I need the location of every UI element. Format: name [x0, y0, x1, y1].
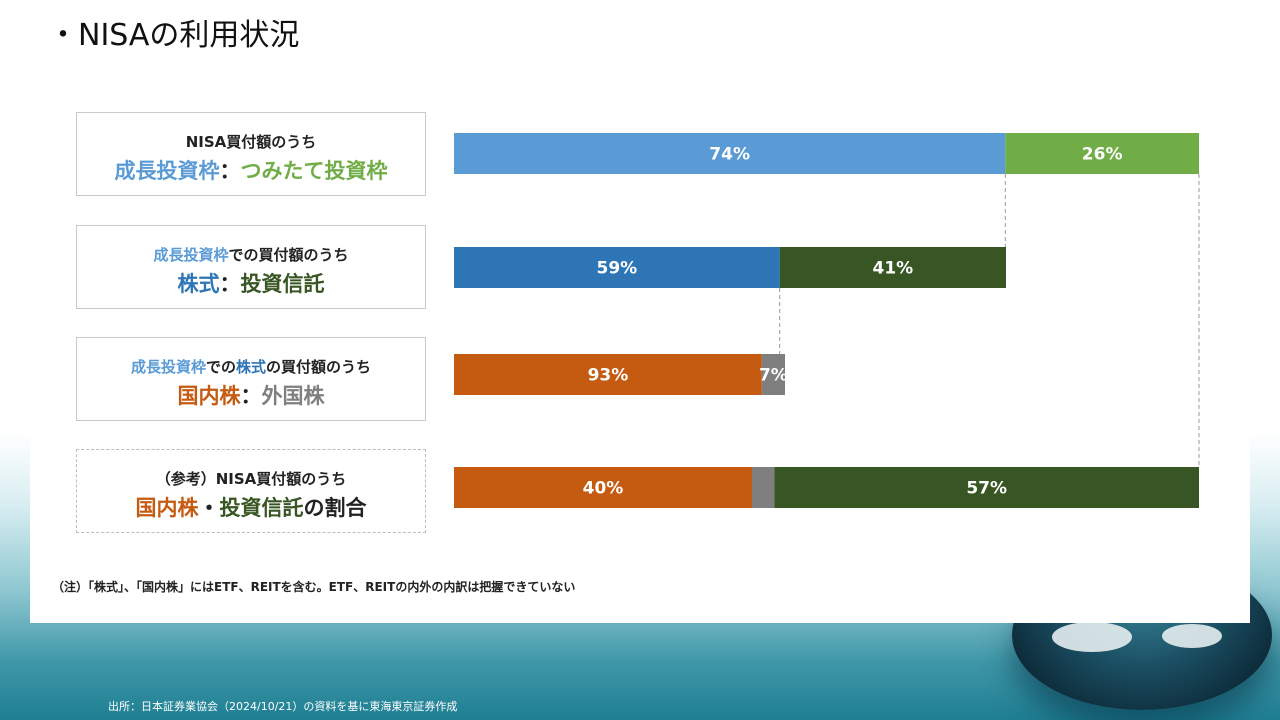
row-label-text: での買付額のうち — [228, 246, 349, 264]
row-label-text: 投資信託 — [240, 272, 325, 296]
row-label-text: 成長投資枠 — [114, 159, 220, 183]
row-label-text: ： — [240, 384, 262, 408]
bar-data-label: 7% — [759, 366, 788, 386]
row-label-line2: 国内株・投資信託の割合 — [77, 492, 425, 522]
bar-data-label: 26% — [1082, 145, 1123, 165]
row-label-text: 外国株 — [261, 384, 325, 408]
globe-land-shape — [1162, 624, 1222, 648]
row-label-text: つみたて投資枠 — [240, 159, 388, 183]
bar-data-label: 57% — [966, 479, 1007, 499]
bar-segment — [454, 247, 780, 288]
bar-data-label: 93% — [588, 366, 629, 386]
row-label-box: 成長投資枠での買付額のうち 株式：投資信託 — [76, 225, 426, 309]
row-label-text: 株式 — [236, 358, 267, 376]
bar-data-label: 41% — [872, 259, 913, 279]
footnote: （注）「株式」、「国内株」にはETF、REITを含む。ETF、REITの内外の内… — [52, 580, 576, 594]
row-label-text: （参考）NISA買付額のうち — [155, 470, 347, 488]
bar-segment — [454, 467, 752, 508]
slide-title: ・NISAの利用状況 — [48, 18, 300, 53]
row-label-text: 成長投資枠 — [130, 358, 206, 376]
bar-data-label: 74% — [709, 145, 750, 165]
row-label-text: の買付額のうち — [266, 358, 372, 376]
row-label-box: 成長投資枠での株式の買付額のうち国内株：外国株 — [76, 337, 426, 421]
row-label-line2: 株式：投資信託 — [77, 268, 425, 298]
source-credit: 出所：日本証券業協会（2024/10/21）の資料を基に東海東京証券作成 — [108, 700, 458, 713]
row-label-line2: 国内株：外国株 — [77, 380, 425, 410]
row-label-text: ・ — [198, 496, 220, 520]
bar-segment — [752, 467, 775, 508]
row-label-text: 投資信託 — [219, 496, 304, 520]
row-label-text: ： — [219, 272, 241, 296]
bar-data-label: 40% — [583, 479, 624, 499]
bar-segment — [454, 354, 762, 395]
row-label-text: 国内株 — [135, 496, 199, 520]
row-label-line2: 成長投資枠：つみたて投資枠 — [77, 155, 425, 185]
row-label-text: 株式 — [177, 272, 220, 296]
bar-segment — [774, 467, 1199, 508]
bar-segment — [454, 133, 1006, 174]
bar-segment — [761, 354, 785, 395]
row-label-box: NISA買付額のうち成長投資枠：つみたて投資枠 — [76, 112, 426, 196]
row-label-line1: 成長投資枠での買付額のうち — [77, 244, 425, 265]
row-label-text: の割合 — [303, 496, 367, 520]
row-label-text: NISA買付額のうち — [185, 133, 317, 151]
row-label-text: での — [205, 358, 236, 376]
globe-land-shape — [1052, 622, 1132, 652]
row-label-box: （参考）NISA買付額のうち国内株・投資信託の割合 — [76, 449, 426, 533]
row-label-line1: NISA買付額のうち — [77, 131, 425, 152]
bar-data-label: 59% — [596, 259, 637, 279]
row-label-text: 成長投資枠 — [153, 246, 229, 264]
bar-segment — [1005, 133, 1199, 174]
row-label-text: ： — [219, 159, 241, 183]
bar-segment — [779, 247, 1006, 288]
row-label-text: 国内株 — [177, 384, 241, 408]
row-label-line1: （参考）NISA買付額のうち — [77, 468, 425, 489]
row-label-line1: 成長投資枠での株式の買付額のうち — [77, 356, 425, 377]
